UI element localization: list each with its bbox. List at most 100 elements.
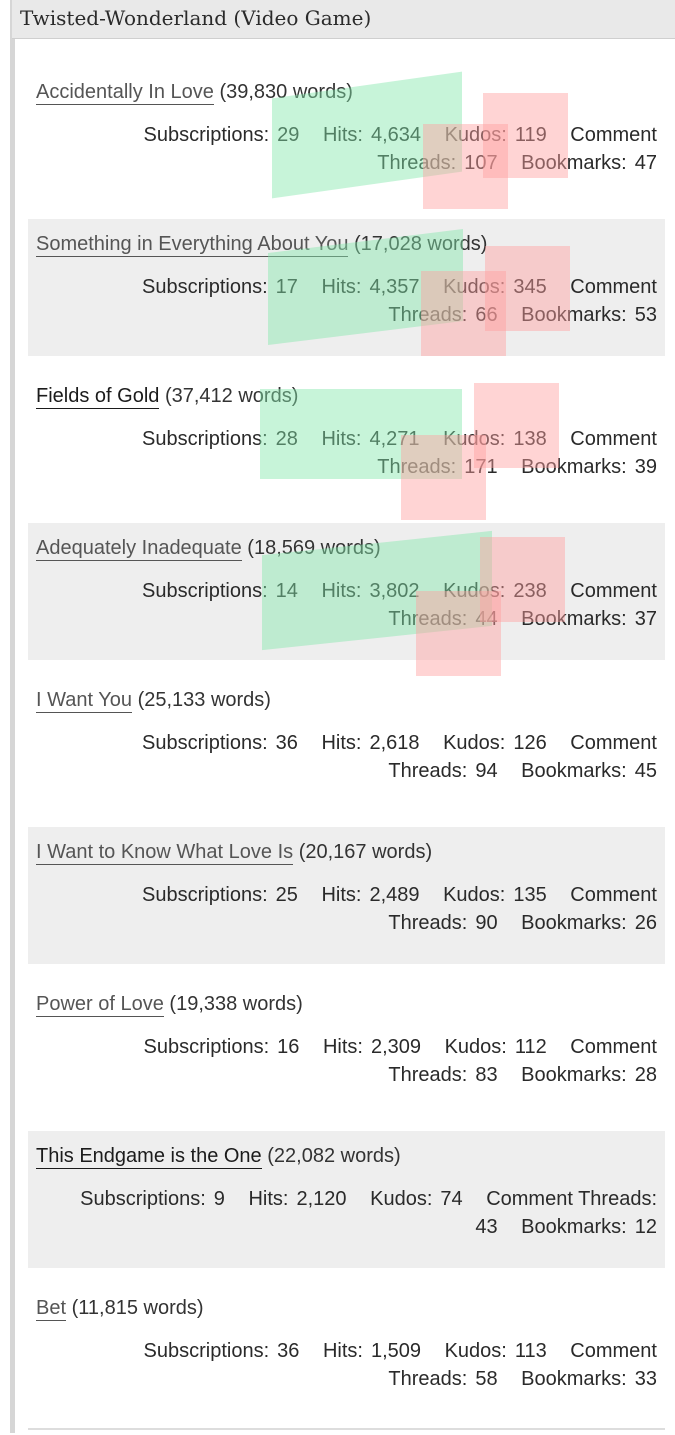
stat-kudos: Kudos: 135: [443, 884, 547, 906]
word-count: (19,338 words): [169, 993, 303, 1015]
work-title-link[interactable]: This Endgame is the One: [36, 1145, 262, 1169]
work-title-link[interactable]: Fields of Gold: [36, 385, 160, 409]
stat-value: 29: [277, 124, 300, 146]
stat-value: 74: [440, 1188, 463, 1210]
stat-value: 45: [634, 760, 657, 782]
work-heading: Bet (11,815 words): [36, 1297, 204, 1321]
work-heading: Adequately Inadequate (18,569 words): [36, 537, 381, 561]
stat-value: 83: [475, 1064, 498, 1086]
stat-label: Bookmarks:: [521, 760, 627, 782]
work-title-link[interactable]: Accidentally In Love: [36, 81, 214, 105]
word-count: (18,569 words): [247, 537, 381, 559]
work-stats: Subscriptions: 9 Hits: 2,120 Kudos: 74 Comm…: [37, 1185, 657, 1241]
stat-value: 112: [514, 1036, 547, 1058]
work-heading: I Want You (25,133 words): [36, 689, 271, 713]
work-stats: Subscriptions: 14 Hits: 3,802 Kudos: 238 Co…: [97, 577, 657, 633]
stat-subscriptions: Subscriptions: 9: [80, 1188, 225, 1210]
work-item: I Want You (25,133 words) Subscriptions:…: [28, 675, 665, 812]
stat-subscriptions: Subscriptions: 16: [144, 1036, 300, 1058]
stat-label: Threads:: [377, 456, 457, 478]
stat-value: 238: [513, 580, 547, 602]
stat-label: Subscriptions:: [142, 428, 268, 450]
stat-comment-label: Comment: [570, 884, 657, 906]
work-stats: Subscriptions: 36 Hits: 2,618 Kudos: 126 Co…: [97, 729, 657, 785]
stat-value: 107: [464, 152, 498, 174]
work-heading: Power of Love (19,338 words): [36, 993, 303, 1017]
work-stats: Subscriptions: 29 Hits: 4,634 Kudos: 119 Co…: [97, 121, 657, 177]
stat-value: 4,271: [369, 428, 420, 450]
work-item: Something in Everything About You (17,02…: [28, 219, 665, 356]
stat-value: 94: [475, 760, 498, 782]
fandom-header: Twisted-Wonderland (Video Game): [12, 0, 675, 39]
stat-label: Comment: [570, 732, 657, 754]
stat-subscriptions: Subscriptions: 28: [142, 428, 298, 450]
stat-value: 58: [475, 1368, 498, 1390]
work-heading: I Want to Know What Love Is (20,167 word…: [36, 841, 433, 865]
work-heading: Accidentally In Love (39,830 words): [36, 81, 353, 105]
work-item: Adequately Inadequate (18,569 words) Sub…: [28, 523, 665, 676]
stat-value: 345: [513, 276, 547, 298]
work-item: Accidentally In Love (39,830 words) Subs…: [28, 67, 665, 209]
stat-kudos: Kudos: 238: [443, 580, 547, 602]
word-count: (25,133 words): [137, 689, 271, 711]
stat-value: 14: [275, 580, 298, 602]
stat-label: Kudos:: [444, 124, 507, 146]
stat-label: Bookmarks:: [521, 1216, 627, 1238]
stat-bookmarks: Bookmarks: 45: [521, 760, 657, 782]
stat-value: 126: [513, 732, 547, 754]
stat-value: 2,618: [369, 732, 420, 754]
stat-label: Threads:: [388, 304, 468, 326]
stat-kudos: Kudos: 119: [445, 124, 547, 146]
stat-hits: Hits: 1,509: [323, 1340, 421, 1362]
stat-label: Kudos:: [444, 1340, 507, 1362]
stat-label: Subscriptions:: [142, 276, 268, 298]
stat-hits: Hits: 4,634: [323, 124, 421, 146]
stat-threads: Threads: 44: [388, 608, 497, 630]
work-title-link[interactable]: Adequately Inadequate: [36, 537, 242, 561]
stat-threads: 43: [475, 1216, 497, 1238]
word-count: (20,167 words): [298, 841, 433, 863]
work-title-link[interactable]: I Want to Know What Love Is: [36, 841, 294, 865]
stat-label: Threads:: [388, 1368, 468, 1390]
stat-threads: Threads: 66: [388, 304, 497, 326]
stat-bookmarks: Bookmarks: 53: [521, 304, 657, 326]
word-count: (22,082 words): [267, 1145, 401, 1167]
stat-hits: Hits: 3,802: [321, 580, 419, 602]
stat-comment-label: Comment: [570, 580, 657, 602]
stat-label: Comment: [570, 580, 657, 602]
stat-label: Comment: [570, 1036, 657, 1058]
stat-value: 2,489: [369, 884, 420, 906]
stat-value: 1,509: [370, 1340, 422, 1362]
stat-value: 28: [634, 1064, 657, 1086]
stat-comment-threads-label: Comment Threads:: [486, 1188, 657, 1210]
works-list: Accidentally In Love (39,830 words) Subs…: [28, 67, 665, 1435]
work-title-link[interactable]: Bet: [36, 1297, 67, 1321]
stat-value: 37: [634, 608, 657, 630]
work-title-link[interactable]: I Want You: [36, 689, 132, 713]
stat-kudos: Kudos: 112: [445, 1036, 547, 1058]
stat-value: 43: [475, 1216, 498, 1238]
stat-label: Bookmarks:: [521, 912, 627, 934]
fandom-title: Twisted-Wonderland (Video Game): [20, 6, 372, 30]
stat-label: Bookmarks:: [521, 304, 627, 326]
stat-label: Bookmarks:: [521, 608, 627, 630]
stat-value: 53: [634, 304, 657, 326]
stat-hits: Hits: 2,309: [323, 1036, 421, 1058]
work-title-link[interactable]: Power of Love: [36, 993, 164, 1017]
stat-threads: Threads: 83: [388, 1064, 497, 1086]
stat-label: Hits:: [321, 884, 362, 906]
stat-label: Comment: [570, 428, 657, 450]
work-item: Bet (11,815 words) Subscriptions: 36 Hits…: [28, 1283, 665, 1420]
stat-label: Kudos:: [443, 428, 506, 450]
stat-kudos: Kudos: 113: [445, 1340, 547, 1362]
work-heading: Something in Everything About You (17,02…: [36, 233, 487, 257]
stat-label: Comment Threads:: [486, 1188, 657, 1210]
stat-threads: Threads: 107: [377, 152, 497, 174]
stat-subscriptions: Subscriptions: 17: [142, 276, 298, 298]
work-title-link[interactable]: Something in Everything About You: [36, 233, 349, 257]
stat-label: Hits:: [322, 1036, 363, 1058]
stat-threads: Threads: 58: [388, 1368, 497, 1390]
stat-label: Kudos:: [443, 276, 506, 298]
stat-label: Comment: [570, 276, 657, 298]
stat-label: Subscriptions:: [143, 1340, 270, 1362]
